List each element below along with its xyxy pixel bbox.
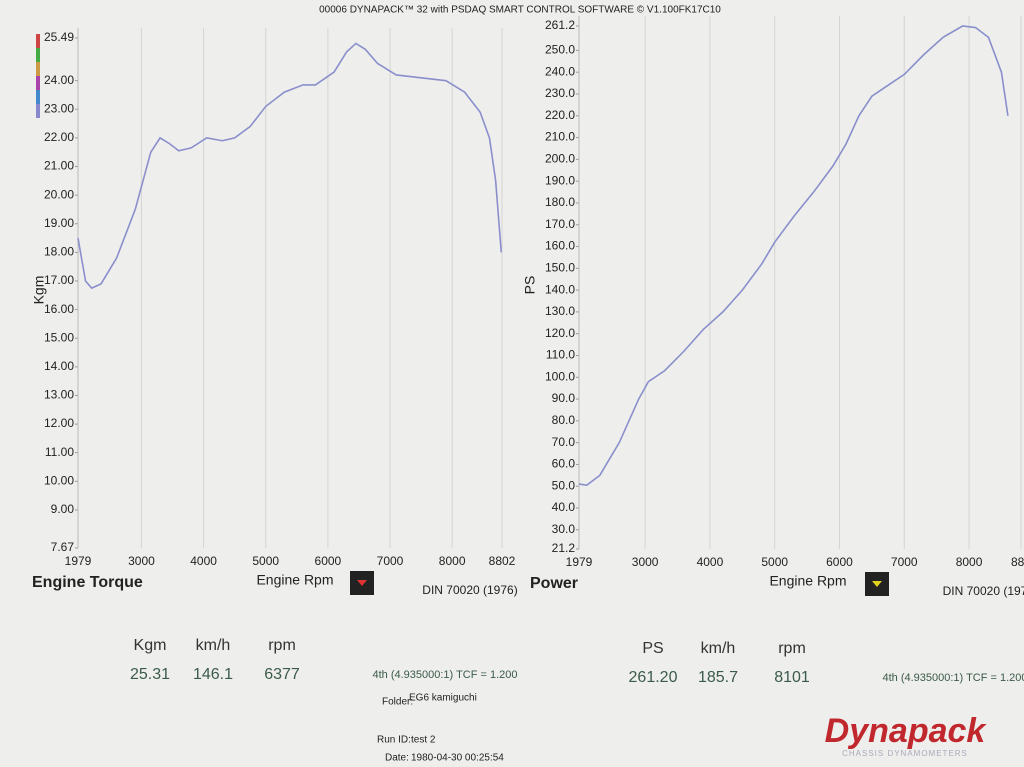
x-tick-label: 1979 (566, 555, 593, 569)
readout-header: rpm (268, 637, 296, 654)
y-tick-label: 230.0 (545, 86, 575, 100)
y-tick-label: 40.0 (552, 500, 576, 514)
logo: Dynapack (825, 712, 988, 750)
y-tick-label: 150.0 (545, 260, 575, 274)
x-tick-label: 8000 (956, 555, 983, 569)
gear-info: 4th (4.935000:1) TCF = 1.200 (882, 672, 1024, 684)
y-tick-label: 20.00 (44, 187, 74, 201)
y-tick-label: 80.0 (552, 413, 576, 427)
date-label: Date: (385, 753, 409, 764)
y-tick-label: 19.00 (44, 216, 74, 230)
logo-tagline: CHASSIS DYNAMOMETERS (842, 749, 968, 758)
y-tick-label: 11.00 (45, 445, 74, 459)
y-tick-label: 160.0 (545, 239, 575, 253)
x-tick-label: 7000 (377, 554, 404, 568)
y-tick-label: 23.00 (44, 101, 74, 115)
y-tick-label: 15.00 (44, 330, 74, 344)
x-axis-label: Engine Rpm (769, 573, 846, 589)
y-tick-label: 60.0 (552, 457, 576, 471)
y-tick-label: 240.0 (545, 64, 575, 78)
y-tick-label: 21.00 (44, 159, 74, 173)
y-tick-label: 21.2 (552, 541, 576, 555)
readout-value: 25.31 (130, 666, 170, 683)
y-tick-label: 10.00 (44, 473, 74, 487)
y-axis-label: PS (522, 276, 538, 295)
folder: EG6 kamiguchi (409, 693, 477, 704)
y-tick-label: 22.00 (44, 130, 74, 144)
y-tick-label: 9.00 (51, 502, 75, 516)
y-tick-label: 7.67 (51, 540, 75, 554)
y-tick-label: 261.2 (545, 18, 575, 32)
date: 1980-04-30 00:25:54 (411, 753, 504, 764)
y-tick-label: 200.0 (545, 152, 575, 166)
readout-header: PS (642, 640, 663, 657)
standard: DIN 70020 (1976) (422, 583, 517, 597)
readout-value: 146.1 (193, 666, 233, 683)
folder-label: Folder: (382, 697, 413, 708)
readout-value: 6377 (264, 666, 300, 683)
x-tick-label: 3000 (632, 555, 659, 569)
chart-title: Engine Torque (32, 574, 143, 591)
chart-title: Power (530, 575, 578, 592)
y-tick-label: 170.0 (545, 217, 575, 231)
y-tick-label: 13.00 (44, 388, 74, 402)
x-tick-label: 3000 (128, 554, 155, 568)
run-label: Run ID: (377, 735, 411, 746)
x-axis-label: Engine Rpm (256, 572, 333, 588)
x-tick-label: 4000 (190, 554, 217, 568)
y-tick-label: 18.00 (44, 245, 74, 259)
y-tick-label: 110.0 (546, 348, 575, 362)
gear-info: 4th (4.935000:1) TCF = 1.200 (372, 669, 517, 681)
y-tick-label: 12.00 (44, 416, 74, 430)
standard: DIN 70020 (197 (943, 584, 1024, 598)
rpm-selector-icon (357, 580, 367, 586)
y-axis-label: Kgm (31, 276, 47, 305)
y-tick-label: 100.0 (545, 369, 575, 383)
y-tick-label: 250.0 (545, 43, 575, 57)
y-tick-label: 25.49 (44, 30, 74, 44)
y-tick-label: 210.0 (545, 130, 575, 144)
run-id: test 2 (411, 735, 436, 746)
y-tick-label: 50.0 (552, 478, 576, 492)
readout-header: km/h (701, 640, 736, 657)
line-series (578, 25, 1009, 486)
x-tick-label: 5000 (252, 554, 279, 568)
x-tick-label: 7000 (891, 555, 918, 569)
y-tick-label: 16.00 (44, 302, 74, 316)
readout-header: Kgm (134, 637, 167, 654)
rpm-selector-icon (872, 581, 882, 587)
y-tick-label: 220.0 (545, 108, 575, 122)
legend-swatch (36, 34, 40, 118)
x-tick-label: 6000 (826, 555, 853, 569)
readout-header: rpm (778, 640, 806, 657)
readout-value: 8101 (774, 669, 810, 686)
x-tick-label: 880 (1011, 555, 1024, 569)
x-tick-label: 4000 (697, 555, 724, 569)
header: 00006 DYNAPACK™ 32 with PSDAQ SMART CONT… (319, 5, 721, 16)
x-tick-label: 6000 (315, 554, 342, 568)
x-tick-label: 1979 (65, 554, 92, 568)
y-tick-label: 180.0 (545, 195, 575, 209)
x-tick-label: 8802 (489, 554, 516, 568)
y-tick-label: 14.00 (44, 359, 74, 373)
line-series (77, 42, 503, 290)
y-tick-label: 70.0 (552, 435, 576, 449)
x-tick-label: 5000 (761, 555, 788, 569)
x-tick-label: 8000 (439, 554, 466, 568)
y-tick-label: 30.0 (552, 522, 576, 536)
y-tick-label: 24.00 (44, 73, 74, 87)
readout-value: 261.20 (629, 669, 678, 686)
y-tick-label: 130.0 (545, 304, 575, 318)
y-tick-label: 140.0 (545, 282, 575, 296)
y-tick-label: 120.0 (545, 326, 575, 340)
y-tick-label: 190.0 (545, 173, 575, 187)
y-tick-label: 17.00 (44, 273, 74, 287)
readout-value: 185.7 (698, 669, 738, 686)
y-tick-label: 90.0 (552, 391, 576, 405)
readout-header: km/h (196, 637, 231, 654)
